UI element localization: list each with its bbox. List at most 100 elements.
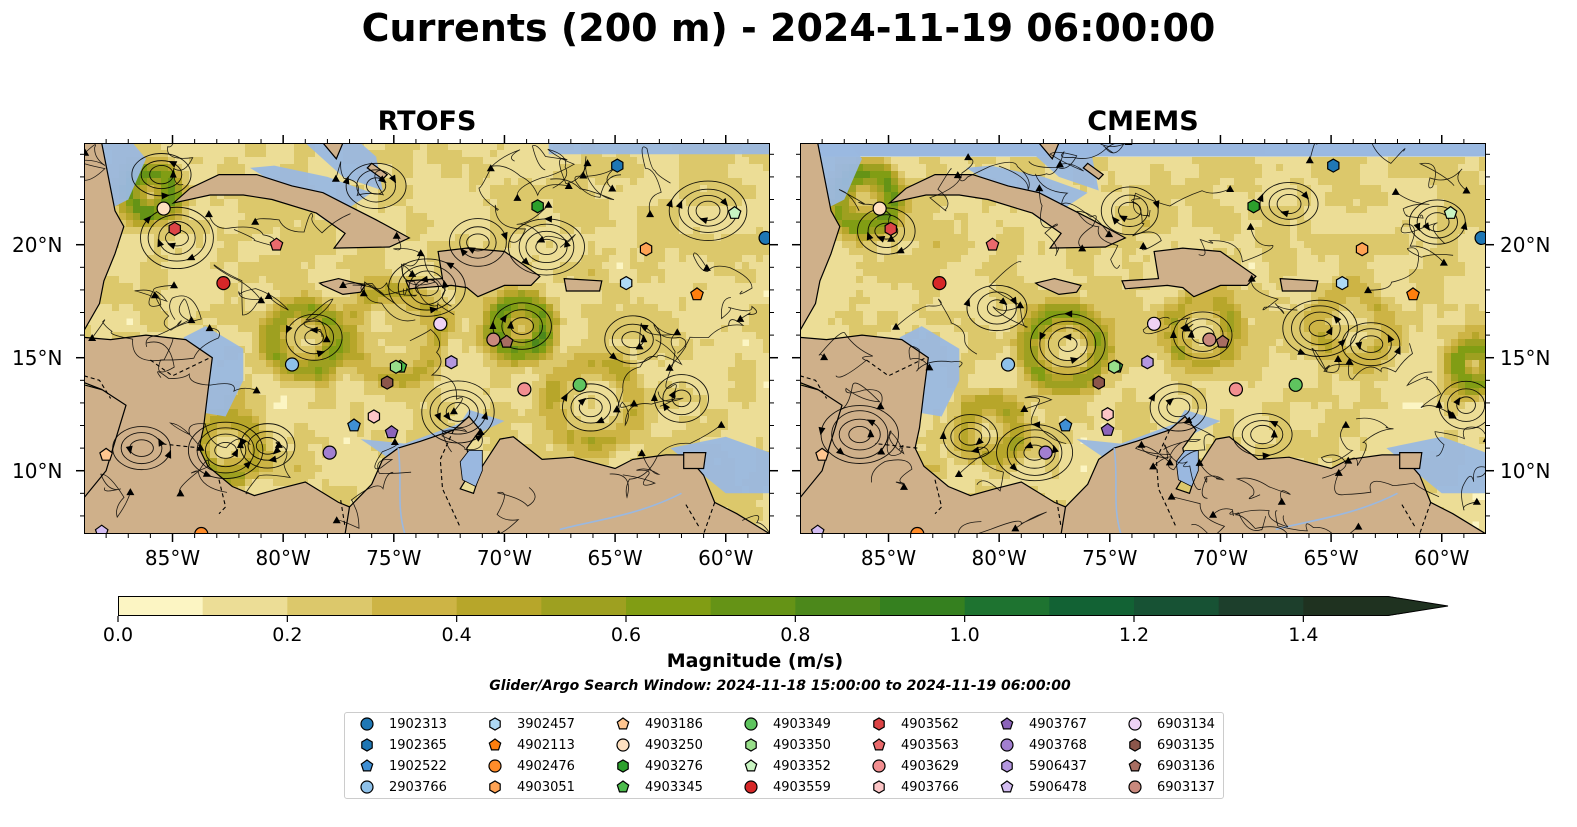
legend-label: 4903350: [773, 737, 831, 753]
lon-tick-label: 65°W: [1303, 546, 1359, 570]
figure-title: Currents (200 m) - 2024-11-19 06:00:00: [361, 6, 1216, 50]
legend-item: 3902457: [485, 714, 575, 734]
legend-item: 4903766: [869, 777, 959, 797]
legend-marker-6903134: [1128, 717, 1142, 731]
legend-marker-icon: [1000, 717, 1014, 730]
float-marker-3902457: [619, 275, 633, 291]
legend-label: 4903766: [901, 779, 959, 795]
lat-tick-label: 20°N: [12, 232, 63, 257]
float-marker-4903352: [727, 205, 742, 219]
legend-marker-icon: [1000, 780, 1014, 793]
legend-marker-1902313: [360, 717, 374, 731]
legend-item: 6903135: [1125, 735, 1215, 755]
legend-label: 3902457: [517, 716, 575, 732]
legend-item: 4903562: [869, 714, 959, 734]
legend-marker-icon: [361, 738, 373, 752]
float-marker-5906437: [445, 355, 458, 370]
legend-label: 4903563: [901, 737, 959, 753]
float-marker-4902476: [910, 526, 925, 534]
lon-tick-label: 65°W: [587, 546, 643, 570]
float-marker-4902113: [1406, 287, 1420, 301]
lon-tick-label: 80°W: [971, 546, 1027, 570]
float-marker-1902522: [347, 418, 361, 432]
legend-marker-4903051: [489, 780, 501, 794]
legend-marker-icon: [872, 759, 886, 773]
lat-tick-label: 20°N: [1500, 232, 1551, 257]
legend-label: 6903135: [1157, 737, 1215, 753]
float-marker-4903768: [1038, 445, 1053, 460]
legend-label: 5906478: [1029, 779, 1087, 795]
float-marker-4903629: [517, 382, 532, 397]
float-marker-6903135: [1092, 375, 1105, 390]
legend-marker-icon: [1128, 759, 1142, 772]
legend-marker-icon: [489, 717, 501, 731]
colorbar-segment: [964, 596, 1050, 616]
colorbar-tick-label: 0.4: [441, 624, 472, 646]
legend-marker-icon: [488, 759, 502, 773]
legend-item: 4903767: [997, 714, 1087, 734]
lat-tick-label: 10°N: [12, 458, 63, 483]
legend-marker-icon: [744, 717, 758, 731]
legend-label: 4902476: [517, 758, 575, 774]
legend-marker-icon: [1128, 780, 1142, 794]
legend-item: 4902476: [485, 756, 575, 776]
legend-marker-icon: [873, 780, 885, 794]
float-marker-4903350: [1108, 359, 1121, 374]
float-marker-4903766: [367, 409, 381, 424]
legend-marker-6903136: [1128, 759, 1142, 772]
colorbar-segment: [1049, 596, 1135, 616]
legend-label: 5906437: [1029, 758, 1087, 774]
lat-tick-label: 15°N: [1500, 345, 1551, 370]
colorbar: [118, 596, 1449, 616]
colorbar-segment: [626, 596, 712, 616]
legend-marker-icon: [1128, 717, 1142, 731]
colorbar-label: Magnitude (m/s): [666, 650, 844, 672]
float-marker-5906478: [94, 524, 109, 534]
float-marker-6903134: [433, 316, 448, 331]
colorbar-segment: [541, 596, 627, 616]
float-marker-5906478: [810, 524, 825, 534]
legend-label: 4903559: [773, 779, 831, 795]
map-panel-cmems: [800, 143, 1486, 534]
legend-label: 4903768: [1029, 737, 1087, 753]
legend-marker-icon: [360, 780, 374, 794]
legend-item: 4903768: [997, 735, 1087, 755]
float-marker-1902313: [758, 230, 770, 246]
legend-item: 4903629: [869, 756, 959, 776]
legend-marker-3902457: [489, 717, 501, 731]
colorbar-segment: [202, 596, 288, 616]
legend-marker-4903350: [745, 738, 757, 752]
legend-label: 4903349: [773, 716, 831, 732]
legend-marker-4903250: [616, 738, 630, 752]
legend-item: 4902113: [485, 735, 575, 755]
lon-tick-label: 70°W: [476, 546, 533, 570]
float-marker-4903276: [1247, 199, 1260, 214]
float-marker-2903766: [1000, 357, 1016, 372]
float-marker-1902365: [611, 158, 624, 173]
float-marker-6903137: [486, 332, 501, 347]
legend-marker-icon: [616, 717, 630, 730]
legend-label: 4903767: [1029, 716, 1087, 732]
float-marker-4903562: [168, 221, 182, 237]
legend-marker-icon: [872, 738, 886, 751]
legend-item: 1902522: [357, 756, 447, 776]
legend-marker-4902113: [488, 738, 502, 751]
legend-marker-icon: [360, 759, 374, 772]
colorbar-segment: [1134, 596, 1220, 616]
colorbar-segment: [1303, 596, 1389, 616]
legend-item: 4903345: [613, 777, 703, 797]
float-marker-1902365: [1327, 158, 1340, 173]
legend-item: 4903250: [613, 735, 703, 755]
colorbar-segment: [880, 596, 966, 616]
float-marker-4903559: [216, 276, 231, 291]
legend-label: 4903345: [645, 779, 703, 795]
legend: 1902313 1902365 1902522 2903766 3902457 49021…: [344, 712, 1224, 799]
legend-label: 4903051: [517, 779, 575, 795]
legend-item: 6903137: [1125, 777, 1215, 797]
legend-label: 4903562: [901, 716, 959, 732]
lon-tick-label: 75°W: [366, 546, 422, 570]
float-marker-6903136: [1215, 334, 1230, 348]
colorbar-tick-label: 0.8: [780, 624, 811, 646]
legend-marker-4903186: [616, 717, 630, 730]
float-marker-4903562: [884, 221, 898, 237]
